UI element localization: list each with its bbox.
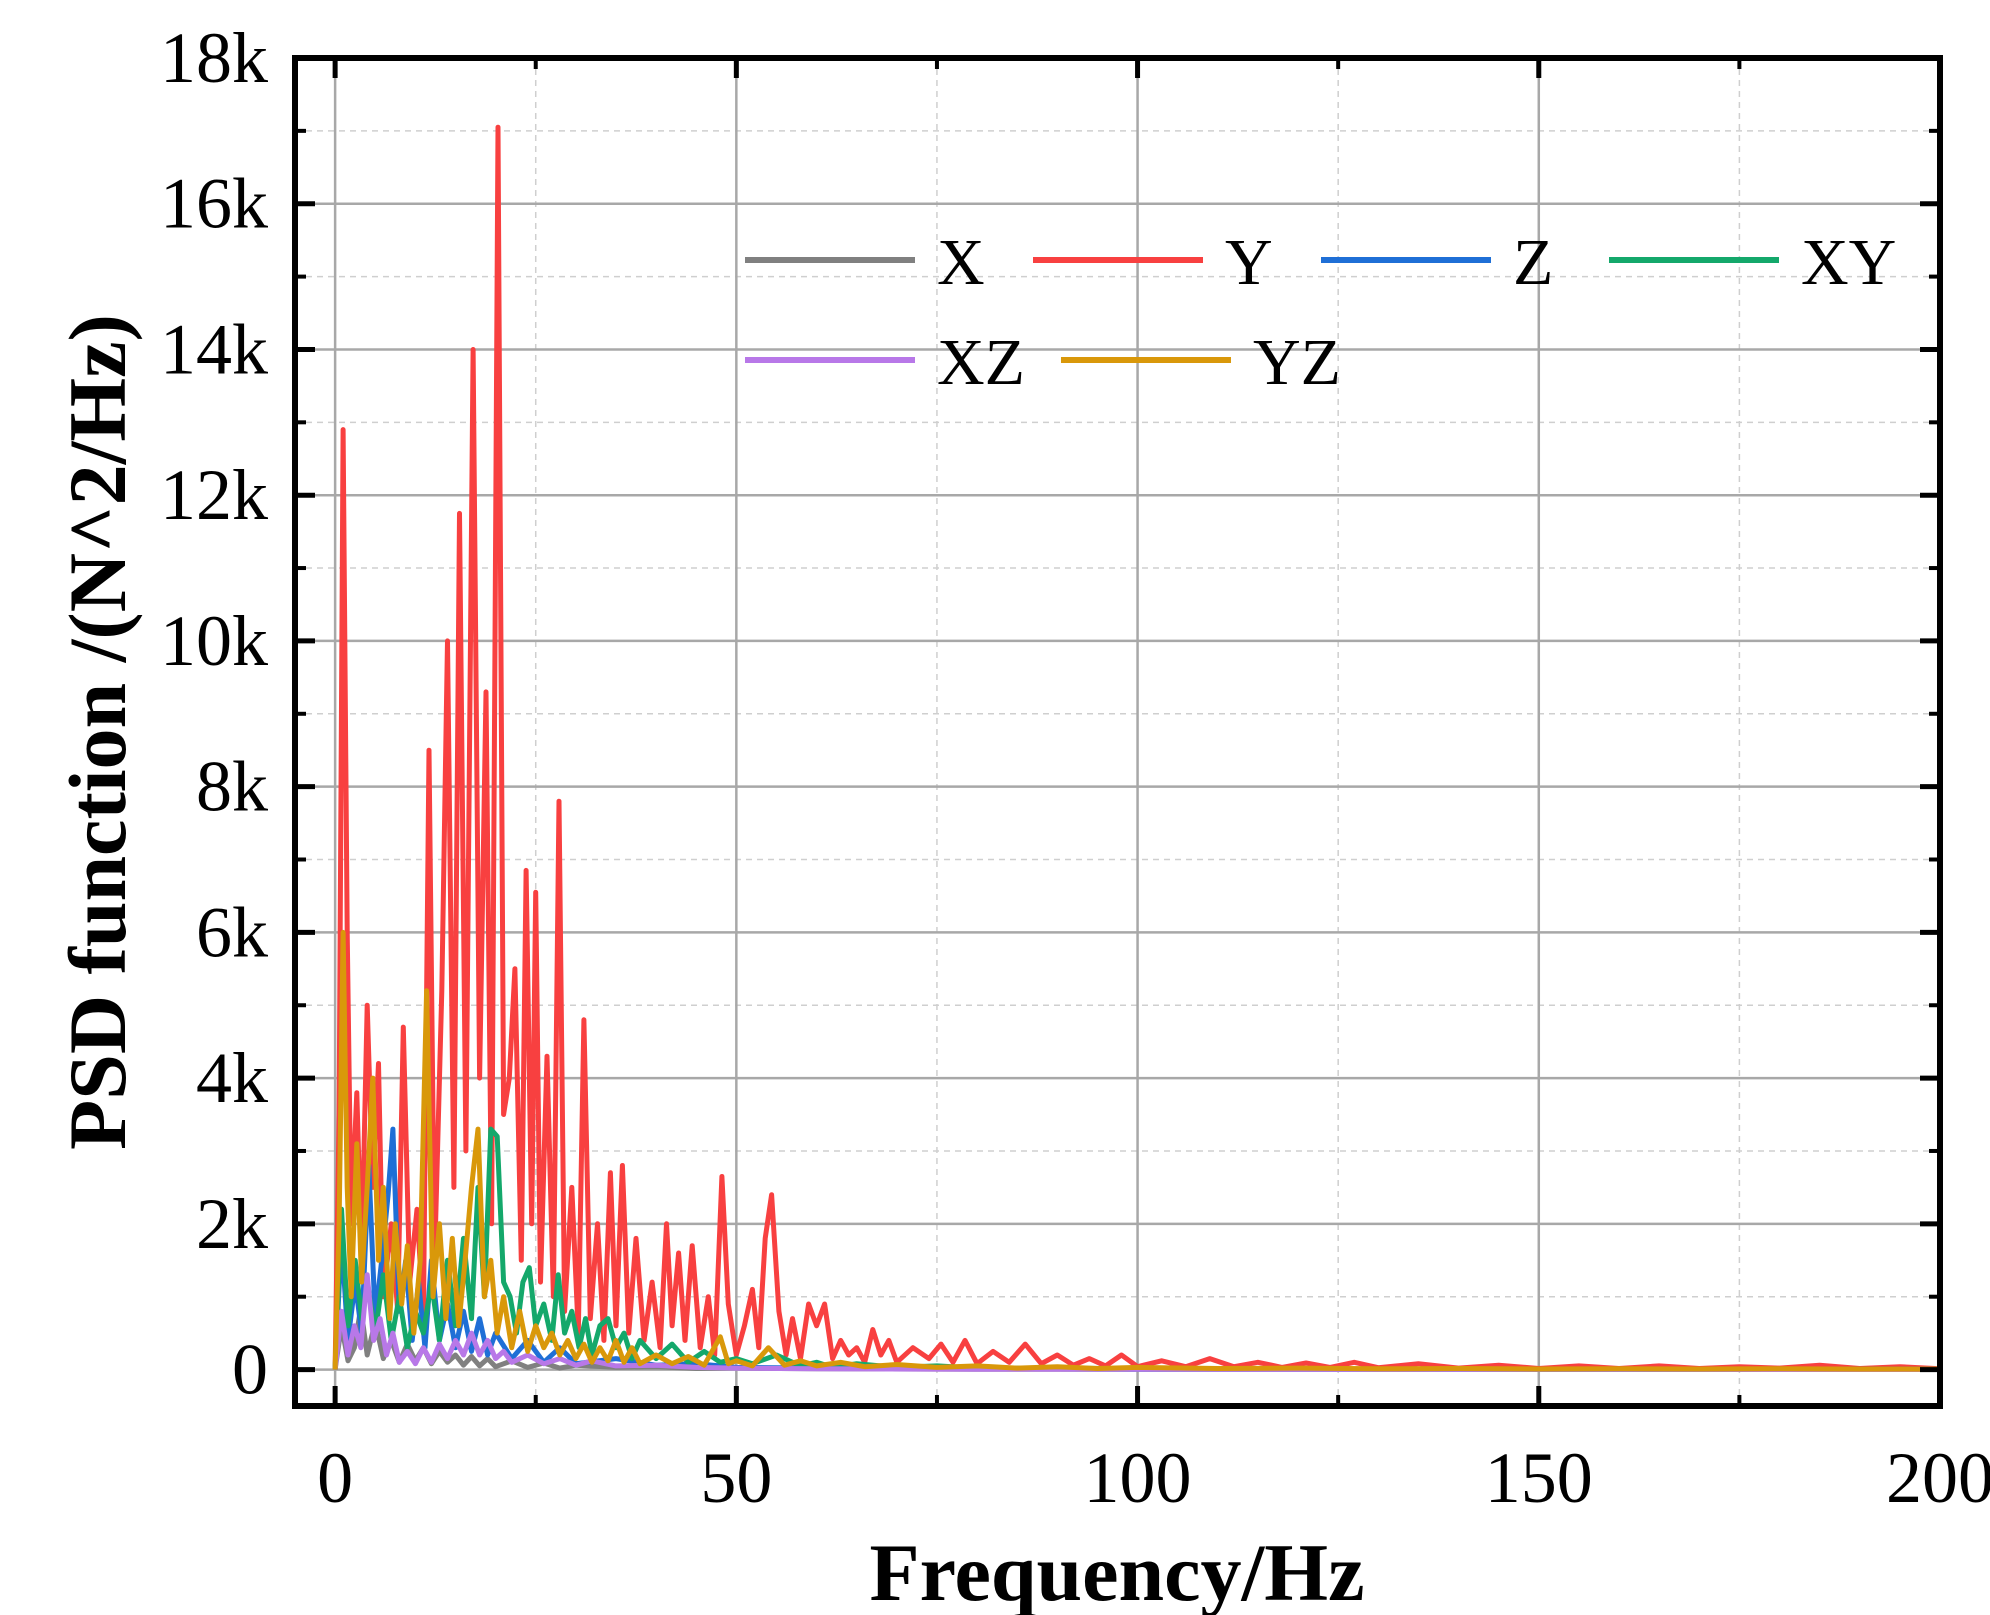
y-tick-label: 2k — [196, 1184, 268, 1264]
legend-label-xy: XY — [1801, 226, 1896, 299]
y-tick-label: 10k — [160, 601, 268, 681]
tick-labels: 0 50 100 150 200 0 2k 4k 6k 8k 10k 12k 14k 16k 18k — [160, 18, 1990, 1518]
y-tick-label: 4k — [196, 1038, 268, 1118]
series-line-y — [332, 124, 1941, 1372]
plot-lines — [332, 124, 1941, 1372]
ticks — [295, 55, 1943, 1406]
y-tick-label: 8k — [196, 747, 268, 827]
series-line-yz — [332, 929, 1941, 1372]
x-tick-label: 50 — [700, 1438, 772, 1518]
legend-label-y: Y — [1225, 226, 1273, 299]
x-tick-label: 150 — [1485, 1438, 1593, 1518]
legend-label-x: X — [937, 226, 985, 299]
x-tick-label: 100 — [1084, 1438, 1192, 1518]
y-tick-label: 16k — [160, 164, 268, 244]
y-tick-label: 12k — [160, 455, 268, 535]
x-tick-label: 200 — [1886, 1438, 1990, 1518]
y-tick-label: 14k — [160, 309, 268, 389]
y-tick-label: 0 — [232, 1330, 268, 1410]
x-tick-label: 0 — [317, 1438, 353, 1518]
x-axis-title: Frequency/Hz — [870, 1527, 1365, 1615]
legend-label-yz: YZ — [1253, 326, 1341, 399]
y-axis-title: PSD function /(N^2/Hz) — [52, 314, 143, 1150]
y-tick-label: 6k — [196, 892, 268, 972]
series-line-xz — [332, 1272, 1941, 1372]
plot-frame — [292, 55, 1943, 1409]
legend-label-xz: XZ — [937, 326, 1025, 399]
y-tick-label: 18k — [160, 18, 268, 98]
legend-label-z: Z — [1513, 226, 1553, 299]
